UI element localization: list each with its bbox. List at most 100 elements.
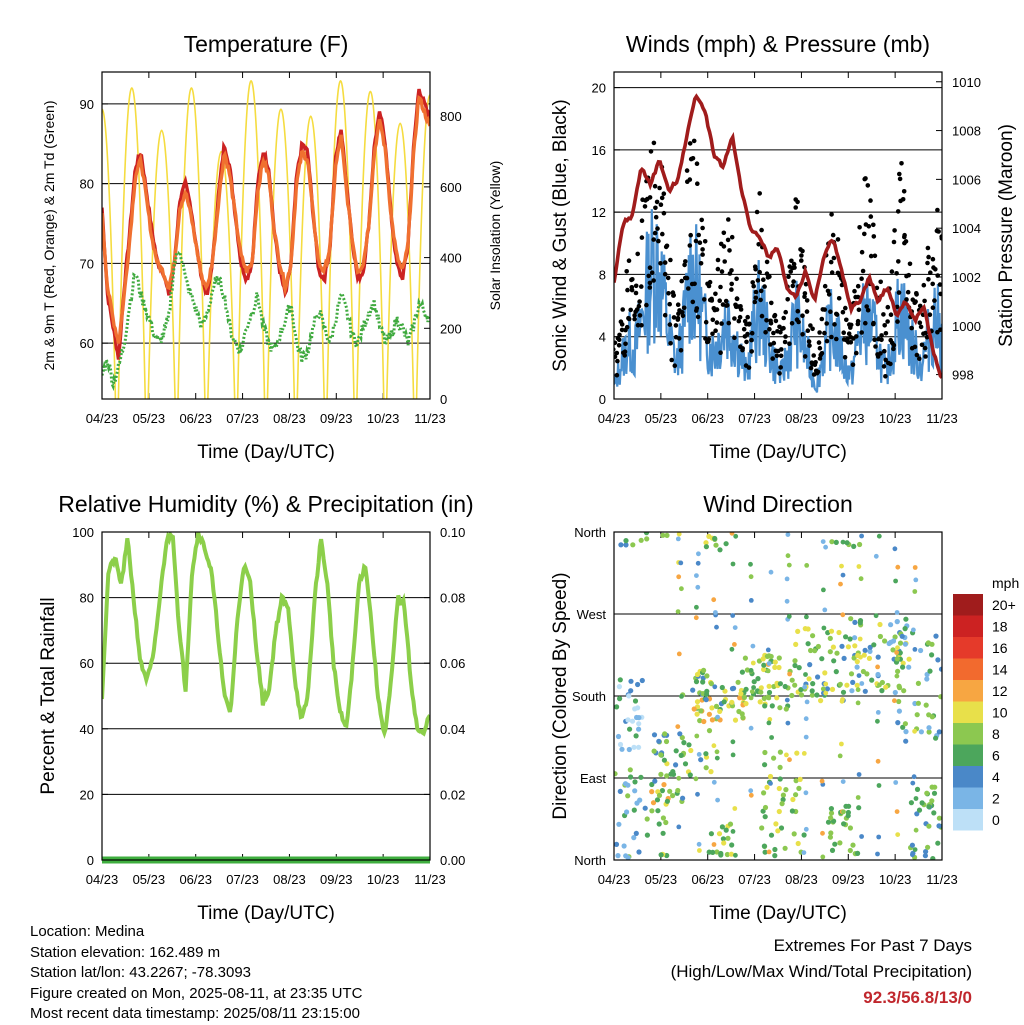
gust-point xyxy=(744,339,749,345)
direction-point xyxy=(673,748,679,754)
direction-point xyxy=(656,792,663,799)
gust-point xyxy=(914,292,919,297)
direction-point xyxy=(614,704,620,710)
gust-point xyxy=(792,265,797,270)
direction-point xyxy=(732,625,738,630)
gust-point xyxy=(923,330,928,336)
direction-point xyxy=(738,691,744,697)
direction-point xyxy=(624,809,630,815)
direction-point xyxy=(825,819,832,825)
direction-point xyxy=(854,659,860,665)
direction-point xyxy=(714,755,720,761)
gust-point xyxy=(800,332,805,337)
direction-point xyxy=(772,659,778,665)
direction-point xyxy=(617,788,623,795)
direction-point xyxy=(712,684,718,690)
direction-point xyxy=(832,841,838,847)
direction-point xyxy=(845,813,851,819)
gust-point xyxy=(767,326,772,332)
gust-point xyxy=(829,270,835,275)
y2-tick-label: 0.10 xyxy=(440,525,465,540)
gust-point xyxy=(804,309,810,314)
direction-point xyxy=(719,824,726,830)
direction-point xyxy=(827,834,834,840)
direction-point xyxy=(714,624,719,630)
y-tick-label: 16 xyxy=(592,143,606,158)
direction-point xyxy=(730,829,736,834)
direction-point xyxy=(833,539,839,546)
gust-point xyxy=(698,261,704,266)
gust-point xyxy=(644,302,649,308)
gust-point xyxy=(702,297,707,302)
gust-point xyxy=(909,325,914,331)
direction-point xyxy=(875,758,881,764)
direction-point xyxy=(625,855,631,860)
direction-point xyxy=(844,682,850,688)
direction-point xyxy=(914,712,920,718)
direction-point xyxy=(836,629,842,636)
gust-point xyxy=(826,292,832,297)
direction-point xyxy=(701,718,707,725)
gust-point xyxy=(639,323,644,328)
direction-point xyxy=(748,695,754,701)
direction-point xyxy=(634,800,640,806)
direction-point xyxy=(820,686,826,692)
direction-point xyxy=(718,850,724,857)
direction-point xyxy=(831,658,837,664)
direction-point xyxy=(900,724,906,730)
direction-point xyxy=(682,761,689,767)
gust-point xyxy=(684,275,690,281)
direction-point xyxy=(828,806,835,812)
direction-point xyxy=(658,852,664,858)
direction-point xyxy=(626,693,632,699)
gust-point xyxy=(715,266,721,272)
gust-point xyxy=(634,307,640,312)
direction-point xyxy=(660,815,667,821)
direction-point xyxy=(782,845,788,851)
gust-point xyxy=(918,324,924,330)
gust-point xyxy=(681,305,687,311)
gust-point xyxy=(866,224,872,229)
gust-point xyxy=(926,254,931,260)
direction-point xyxy=(839,741,844,747)
direction-point xyxy=(762,762,768,768)
gust-point xyxy=(824,338,830,344)
direction-point xyxy=(729,532,735,536)
gust-point xyxy=(699,217,704,223)
gust-point xyxy=(822,330,827,336)
direction-point xyxy=(679,586,684,592)
gust-point xyxy=(718,350,723,356)
y2-tick-label: 1004 xyxy=(952,221,981,236)
direction-point xyxy=(855,700,861,706)
direction-point xyxy=(737,695,743,701)
direction-point xyxy=(875,671,881,678)
gust-point xyxy=(906,272,911,278)
gust-point xyxy=(756,242,761,247)
y2-tick-label: 400 xyxy=(440,251,462,266)
direction-point xyxy=(861,652,867,658)
gust-point xyxy=(860,268,866,274)
direction-point xyxy=(798,692,805,698)
direction-point xyxy=(711,842,717,847)
x-tick-label: 04/23 xyxy=(598,872,631,887)
gust-point xyxy=(878,279,883,285)
direction-point xyxy=(812,648,818,654)
direction-point xyxy=(895,645,900,651)
direction-point xyxy=(895,832,901,837)
direction-point xyxy=(651,732,658,738)
direction-point xyxy=(751,679,757,685)
gust-point xyxy=(855,294,861,300)
gust-point xyxy=(829,334,834,340)
direction-point xyxy=(663,819,669,826)
direction-point xyxy=(840,689,847,695)
gust-point xyxy=(679,278,684,284)
gust-point xyxy=(691,138,697,144)
gust-point xyxy=(879,337,884,343)
direction-point xyxy=(936,815,942,821)
y-tick-label: West xyxy=(577,607,607,622)
extremes-subtitle: (High/Low/Max Wind/Total Precipitation) xyxy=(670,962,972,981)
gust-point xyxy=(872,253,878,259)
direction-point xyxy=(912,647,918,652)
y2-tick-label: 1008 xyxy=(952,124,981,139)
x-tick-label: 08/23 xyxy=(273,411,306,426)
